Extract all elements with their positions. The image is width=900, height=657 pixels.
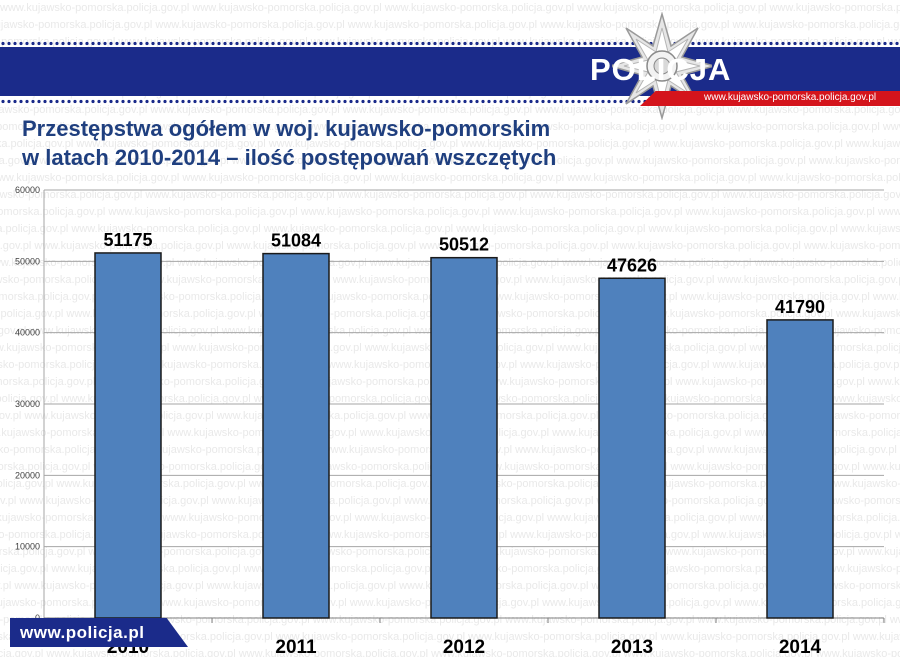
header-band xyxy=(0,41,900,104)
x-tick-label: 2012 xyxy=(443,637,485,657)
data-label: 51084 xyxy=(271,231,321,251)
bar xyxy=(262,252,330,619)
x-tick-label: 2014 xyxy=(779,637,822,657)
data-label: 41790 xyxy=(775,297,825,317)
bar xyxy=(766,319,834,619)
chart-title-line-1: Przestępstwa ogółem w woj. kujawsko-pomo… xyxy=(22,116,551,141)
bar xyxy=(94,252,162,619)
chart-title-line-2: w latach 2010-2014 – ilość postępowań ws… xyxy=(22,145,557,170)
y-tick-label: 30000 xyxy=(15,399,40,409)
x-tick-label: 2013 xyxy=(611,637,653,657)
header-dots-top xyxy=(0,41,900,46)
brand-name: POLICJA xyxy=(590,52,732,87)
y-tick-label: 60000 xyxy=(15,185,40,195)
y-tick-label: 40000 xyxy=(15,328,40,338)
header-dots-bottom xyxy=(0,99,900,104)
data-label: 47626 xyxy=(607,255,657,275)
brand-url: www.kujawsko-pomorska.policja.gov.pl xyxy=(704,92,877,103)
footer-url[interactable]: www.policja.pl xyxy=(20,623,145,642)
y-tick-label: 50000 xyxy=(15,256,40,266)
data-label: 51175 xyxy=(103,230,152,250)
y-tick-label: 10000 xyxy=(15,542,40,552)
footer-badge xyxy=(10,618,188,647)
chart-title: Przestępstwa ogółem w woj. kujawsko-pomo… xyxy=(22,114,662,172)
bar xyxy=(430,256,498,619)
bar xyxy=(598,277,666,619)
x-tick-label: 2011 xyxy=(275,637,317,657)
brand-url-bar xyxy=(640,91,900,106)
y-tick-label: 20000 xyxy=(15,470,40,480)
data-label: 50512 xyxy=(439,235,489,255)
